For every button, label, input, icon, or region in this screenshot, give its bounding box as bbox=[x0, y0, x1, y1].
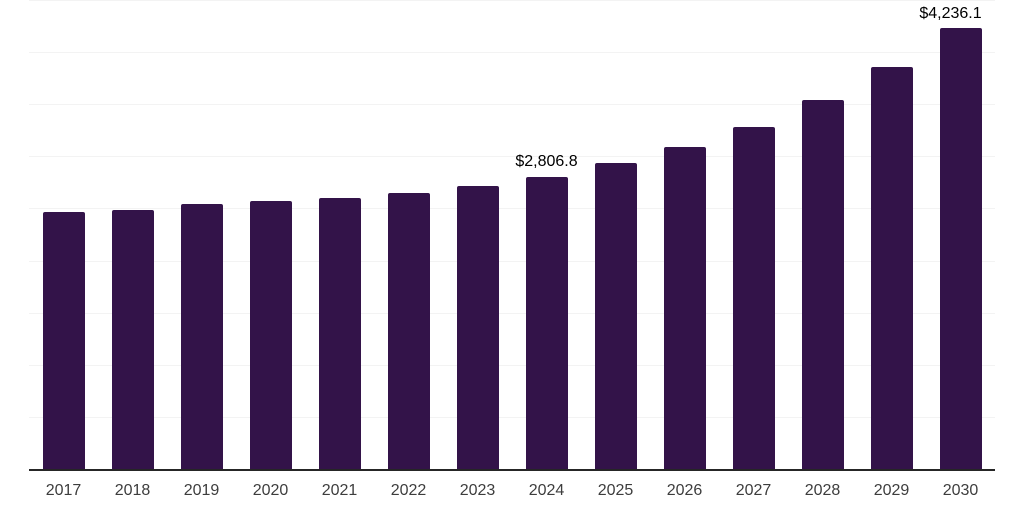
x-tick-2018: 2018 bbox=[114, 482, 151, 499]
gridline-4000 bbox=[29, 52, 995, 54]
x-tick-2025: 2025 bbox=[597, 482, 634, 499]
bar-2019 bbox=[180, 204, 223, 469]
bar-slot-2025 bbox=[581, 0, 650, 469]
bar-2018 bbox=[111, 209, 154, 469]
bar-slot-2027 bbox=[719, 0, 788, 469]
bar-2025 bbox=[594, 163, 637, 469]
x-tick-2024: 2024 bbox=[528, 482, 565, 499]
bar-2021 bbox=[318, 197, 361, 469]
gridline-4500 bbox=[29, 0, 995, 1]
bar-slot-2026 bbox=[650, 0, 719, 469]
bar-2029 bbox=[870, 67, 913, 469]
bar-2027 bbox=[732, 126, 775, 469]
bar-slot-2029 bbox=[857, 0, 926, 469]
data-label-2024: $2,806.8 bbox=[515, 153, 578, 171]
bar-slot-2021 bbox=[305, 0, 374, 469]
bar-2024 bbox=[525, 176, 568, 469]
x-tick-2021: 2021 bbox=[321, 482, 358, 499]
bar-slot-2030: $4,236.1 bbox=[919, 0, 995, 469]
bar-2030 bbox=[939, 27, 982, 469]
bar-slot-2017 bbox=[29, 0, 98, 469]
gridline-1500 bbox=[29, 312, 995, 314]
bar-slot-2023 bbox=[443, 0, 512, 469]
gridline-2500 bbox=[29, 208, 995, 210]
bar-2022 bbox=[387, 193, 430, 469]
plot-area: $2,806.8 $4,236.1 bbox=[29, 0, 995, 469]
x-axis-tick-labels: 2017 2018 2019 2020 2021 2022 2023 2024 2025 2026… bbox=[29, 480, 995, 502]
gridline-500 bbox=[29, 416, 995, 418]
x-tick-2020: 2020 bbox=[252, 482, 289, 499]
bar-slot-2020 bbox=[236, 0, 305, 469]
gridline-1000 bbox=[29, 364, 995, 366]
bars: $2,806.8 $4,236.1 bbox=[29, 0, 995, 469]
bar-slot-2018 bbox=[98, 0, 167, 469]
gridline-2000 bbox=[29, 260, 995, 262]
gridline-3000 bbox=[29, 156, 995, 158]
bar-2023 bbox=[456, 185, 499, 469]
bar-2020 bbox=[249, 200, 292, 469]
x-tick-2023: 2023 bbox=[459, 482, 496, 499]
x-tick-2028: 2028 bbox=[804, 482, 841, 499]
data-label-2030: $4,236.1 bbox=[919, 4, 982, 22]
x-axis-line bbox=[29, 469, 995, 471]
gridline-3500 bbox=[29, 104, 995, 106]
bar-slot-2028 bbox=[788, 0, 857, 469]
x-tick-2026: 2026 bbox=[666, 482, 703, 499]
x-tick-2019: 2019 bbox=[183, 482, 220, 499]
bar-slot-2019 bbox=[167, 0, 236, 469]
bar-slot-2024: $2,806.8 bbox=[512, 0, 581, 469]
x-tick-2029: 2029 bbox=[873, 482, 910, 499]
bar-2026 bbox=[663, 147, 706, 469]
x-tick-2030: 2030 bbox=[942, 482, 979, 499]
bar-slot-2022 bbox=[374, 0, 443, 469]
x-tick-2017: 2017 bbox=[45, 482, 82, 499]
x-tick-2027: 2027 bbox=[735, 482, 772, 499]
bar-2028 bbox=[801, 100, 844, 469]
bar-2017 bbox=[42, 211, 85, 469]
x-tick-2022: 2022 bbox=[390, 482, 427, 499]
